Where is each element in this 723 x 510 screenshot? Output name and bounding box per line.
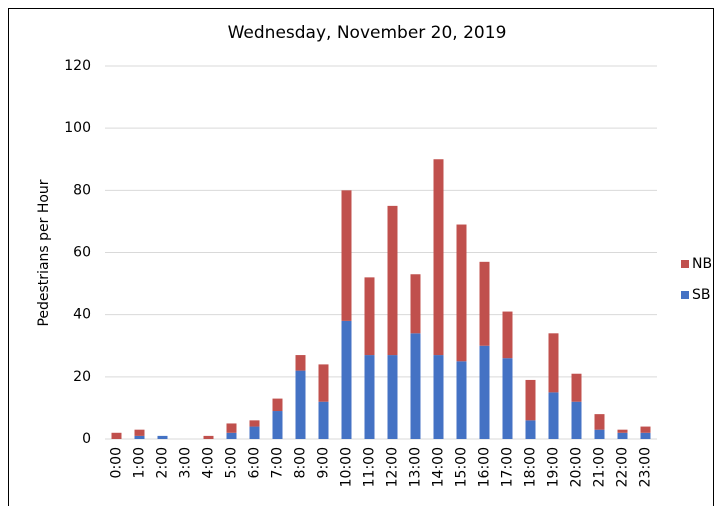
bar-segment xyxy=(640,426,651,433)
bar-segment xyxy=(226,432,237,439)
bar-segment xyxy=(295,370,306,439)
bar-segment xyxy=(548,333,559,393)
bar-segment xyxy=(640,432,651,439)
bar-segment xyxy=(410,274,421,334)
bar-segment xyxy=(387,205,398,356)
x-tick-label: 11:00 xyxy=(362,447,378,487)
bar-segment xyxy=(433,355,444,439)
bar-segment xyxy=(571,401,582,439)
bar-segment xyxy=(502,358,513,439)
bar-segment xyxy=(479,261,490,346)
x-tick-label: 7:00 xyxy=(270,447,286,478)
bar-segment xyxy=(594,414,605,430)
x-tick-label: 8:00 xyxy=(293,447,309,478)
y-axis-label: Pedestrians per Hour xyxy=(36,179,52,326)
bar-segment xyxy=(364,355,375,439)
bar-segment xyxy=(226,423,237,433)
bar-segment xyxy=(272,398,283,412)
chart-border xyxy=(8,8,714,510)
bar-segment xyxy=(502,311,513,359)
legend-swatch xyxy=(681,260,689,268)
bar-segment xyxy=(479,345,490,439)
x-tick-label: 19:00 xyxy=(546,447,562,487)
y-tick-label: 60 xyxy=(73,245,91,261)
x-tick-label: 21:00 xyxy=(592,447,608,487)
bar-segment xyxy=(272,411,283,439)
x-tick-label: 5:00 xyxy=(224,447,240,478)
x-tick-label: 14:00 xyxy=(431,447,447,487)
y-tick-label: 80 xyxy=(73,182,91,198)
x-tick-label: 13:00 xyxy=(408,447,424,487)
bar-segment xyxy=(410,333,421,439)
x-tick-label: 3:00 xyxy=(178,447,194,478)
x-tick-label: 20:00 xyxy=(569,447,585,487)
x-tick-label: 10:00 xyxy=(339,447,355,487)
bar-segment xyxy=(387,355,398,439)
x-tick-label: 12:00 xyxy=(385,447,401,487)
x-tick-label: 0:00 xyxy=(109,447,125,478)
x-tick-label: 4:00 xyxy=(201,447,217,478)
y-tick-label: 100 xyxy=(64,120,91,136)
y-tick-label: 0 xyxy=(82,431,91,447)
x-tick-label: 1:00 xyxy=(132,447,148,478)
y-tick-label: 20 xyxy=(73,369,91,385)
y-tick-label: 120 xyxy=(64,58,91,74)
bar-segment xyxy=(318,364,329,402)
x-tick-label: 18:00 xyxy=(523,447,539,487)
x-tick-label: 23:00 xyxy=(638,447,654,487)
bar-segment xyxy=(571,373,582,402)
legend-label: SB xyxy=(692,287,711,303)
chart-title: Wednesday, November 20, 2019 xyxy=(228,23,507,43)
bar-segment xyxy=(617,432,628,439)
bar-segment xyxy=(456,224,467,362)
bar-segment xyxy=(111,432,122,439)
bar-segment xyxy=(203,435,214,439)
bar-segment xyxy=(341,320,352,439)
bar-segment xyxy=(249,426,260,439)
legend-swatch xyxy=(681,291,689,299)
bar-segment xyxy=(617,429,628,433)
x-tick-label: 2:00 xyxy=(155,447,171,478)
bar-segment xyxy=(456,361,467,439)
bar-segment xyxy=(525,379,536,421)
x-tick-label: 6:00 xyxy=(247,447,263,478)
bar-segment xyxy=(548,392,559,439)
x-tick-label: 9:00 xyxy=(316,447,332,478)
bar-segment xyxy=(295,355,306,371)
bar-segment xyxy=(594,429,605,439)
bar-segment xyxy=(134,429,145,436)
x-tick-label: 15:00 xyxy=(454,447,470,487)
legend-label: NB xyxy=(692,256,712,272)
x-tick-label: 16:00 xyxy=(477,447,493,487)
x-tick-label: 17:00 xyxy=(500,447,516,487)
bar-segment xyxy=(249,420,260,427)
bar-segment xyxy=(157,435,168,439)
bar-segment xyxy=(525,420,536,439)
bar-segment xyxy=(364,277,375,356)
bar-segment xyxy=(134,435,145,439)
y-tick-label: 40 xyxy=(73,307,91,323)
bar-segment xyxy=(341,190,352,321)
bar-segment xyxy=(318,401,329,439)
bar-segment xyxy=(433,159,444,356)
x-tick-label: 22:00 xyxy=(615,447,631,487)
